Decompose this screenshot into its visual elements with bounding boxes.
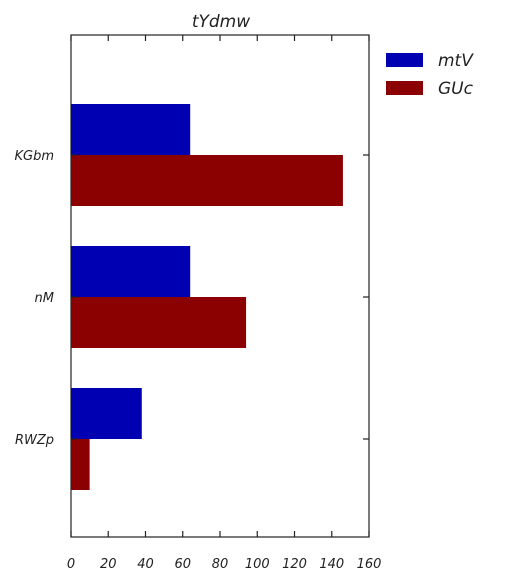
x-tick-label: 120 — [282, 557, 307, 572]
bar-mtV-KGbm — [71, 104, 191, 155]
x-axis: 0 20 40 60 80 100 120 140 160 — [67, 35, 382, 572]
x-tick-label: 60 — [174, 557, 191, 572]
bars-group — [71, 104, 343, 490]
x-tick-label: 140 — [319, 557, 344, 572]
x-tick-label: 20 — [100, 557, 117, 572]
x-tick-label: 80 — [212, 557, 229, 572]
legend-label-GUc: GUc — [438, 79, 474, 99]
bar-GUc-RWZp — [71, 439, 90, 490]
bar-GUc-nM — [71, 297, 247, 348]
y-axis: KGbm nM RWZp — [14, 149, 369, 448]
legend-swatch-GUc — [386, 81, 423, 95]
y-tick-label: KGbm — [14, 149, 54, 164]
x-tick-label: 0 — [67, 557, 75, 572]
y-tick-label: RWZp — [15, 433, 54, 448]
legend-swatch-mtV — [386, 53, 423, 67]
legend-label-mtV: mtV — [438, 51, 474, 71]
x-tick-label: 100 — [245, 557, 270, 572]
x-tick-label: 160 — [357, 557, 382, 572]
bar-GUc-KGbm — [71, 155, 343, 206]
y-tick-label: nM — [35, 291, 54, 306]
x-tick-label: 40 — [137, 557, 154, 572]
bar-mtV-nM — [71, 246, 191, 297]
bar-mtV-RWZp — [71, 388, 142, 439]
chart-title: tYdmw — [192, 12, 250, 32]
legend: mtV GUc — [386, 51, 474, 99]
